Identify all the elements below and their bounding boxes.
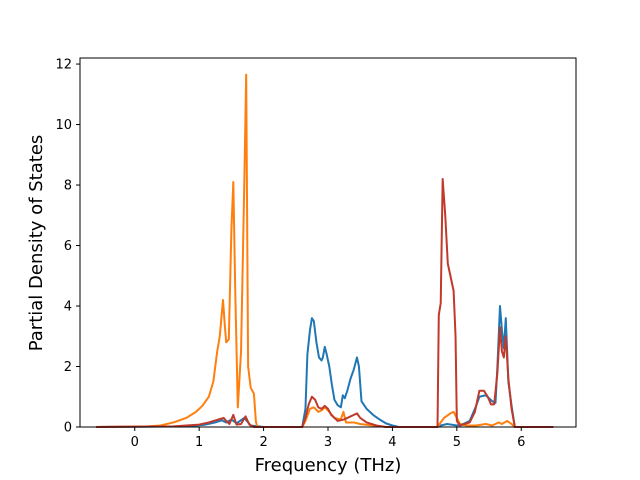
x-tick-label: 5 [453,435,461,450]
x-tick-label: 3 [324,435,332,450]
x-tick-label: 2 [259,435,267,450]
x-tick-label: 1 [195,435,203,450]
y-tick-label: 12 [55,58,72,73]
y-axis-label: Partial Density of States [26,135,47,352]
x-axis-label: Frequency (THz) [255,455,402,476]
x-tick-label: 6 [517,435,525,450]
y-tick-label: 0 [64,421,72,436]
y-tick-label: 8 [64,179,72,194]
y-tick-label: 2 [64,360,72,375]
y-tick-label: 6 [64,239,72,254]
y-tick-label: 4 [64,300,72,315]
x-axis-ticks: 0 1 2 3 4 5 6 [131,427,525,450]
x-tick-label: 4 [388,435,396,450]
y-axis-ticks: 0 2 4 6 8 10 12 [55,58,80,436]
y-tick-label: 10 [55,118,72,133]
x-tick-label: 0 [131,435,139,450]
series-line-3 [96,177,554,428]
